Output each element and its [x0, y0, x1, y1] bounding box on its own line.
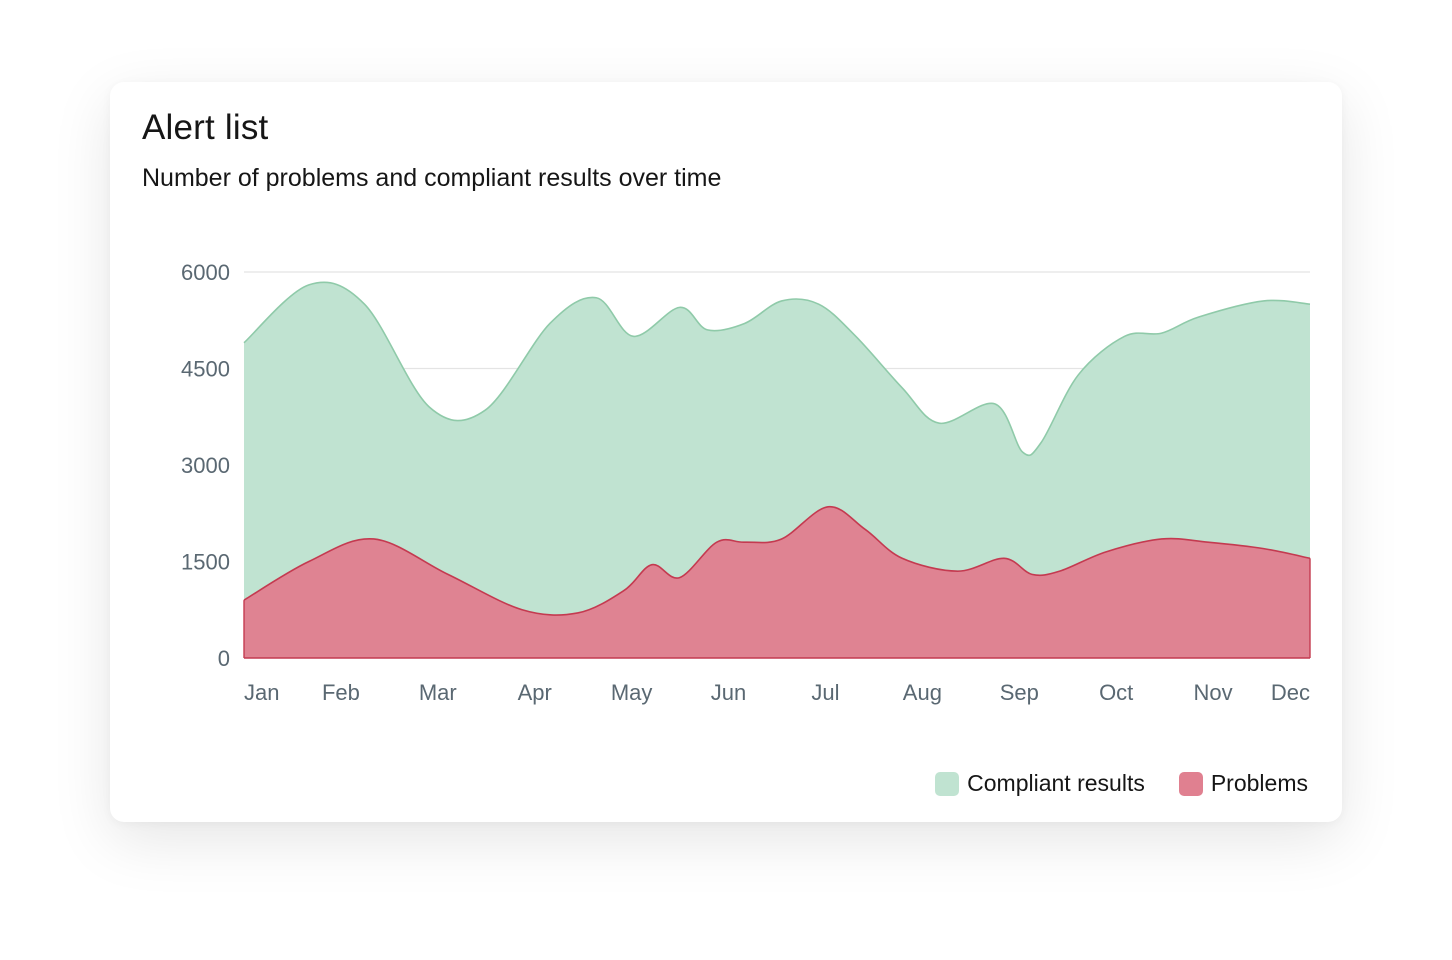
series-area-problems[interactable] — [244, 506, 1310, 658]
x-tick-label: Jun — [711, 680, 746, 705]
legend-item-problems[interactable]: Problems — [1178, 770, 1308, 797]
x-tick-label: May — [611, 680, 653, 705]
legend-swatch-compliant — [935, 771, 960, 796]
legend-swatch-problems — [1178, 771, 1203, 796]
y-tick-label: 1500 — [181, 550, 230, 575]
y-tick-label: 3000 — [181, 453, 230, 478]
x-tick-label: Apr — [518, 680, 552, 705]
x-axis: Jan Feb Mar Apr May Jun Jul Aug Sep Oct Nov Dec — [244, 680, 1310, 705]
series-area-compliant[interactable] — [244, 282, 1310, 658]
y-tick-label: 6000 — [181, 260, 230, 285]
y-axis: 0 1500 3000 4500 6000 — [181, 260, 230, 671]
series-line-compliant — [243, 281, 1311, 457]
x-tick-label: Aug — [903, 680, 942, 705]
y-tick-label: 0 — [218, 646, 230, 671]
x-tick-label: Mar — [419, 680, 457, 705]
series-line-problems — [243, 506, 1311, 616]
x-tick-label: Jul — [811, 680, 839, 705]
legend: Compliant results Problems — [935, 770, 1308, 797]
area-chart: 0 1500 3000 4500 6000 Jan Feb Mar Apr May Jun Jul A… — [181, 260, 1311, 705]
legend-item-compliant[interactable]: Compliant results — [935, 770, 1145, 797]
x-tick-label: Oct — [1099, 680, 1133, 705]
series-areas — [243, 281, 1311, 659]
chart-title: Alert list — [142, 108, 269, 147]
x-tick-label: Dec — [1271, 680, 1310, 705]
chart-card: Alert list Number of problems and compli… — [110, 82, 1342, 822]
x-tick-label: Feb — [322, 680, 360, 705]
y-tick-label: 4500 — [181, 357, 230, 382]
x-tick-label: Sep — [1000, 680, 1039, 705]
x-tick-label: Nov — [1194, 680, 1233, 705]
legend-label-problems: Problems — [1210, 770, 1308, 796]
x-tick-label: Jan — [244, 680, 279, 705]
chart-subtitle: Number of problems and compliant results… — [142, 164, 722, 192]
legend-label-compliant: Compliant results — [967, 770, 1145, 796]
